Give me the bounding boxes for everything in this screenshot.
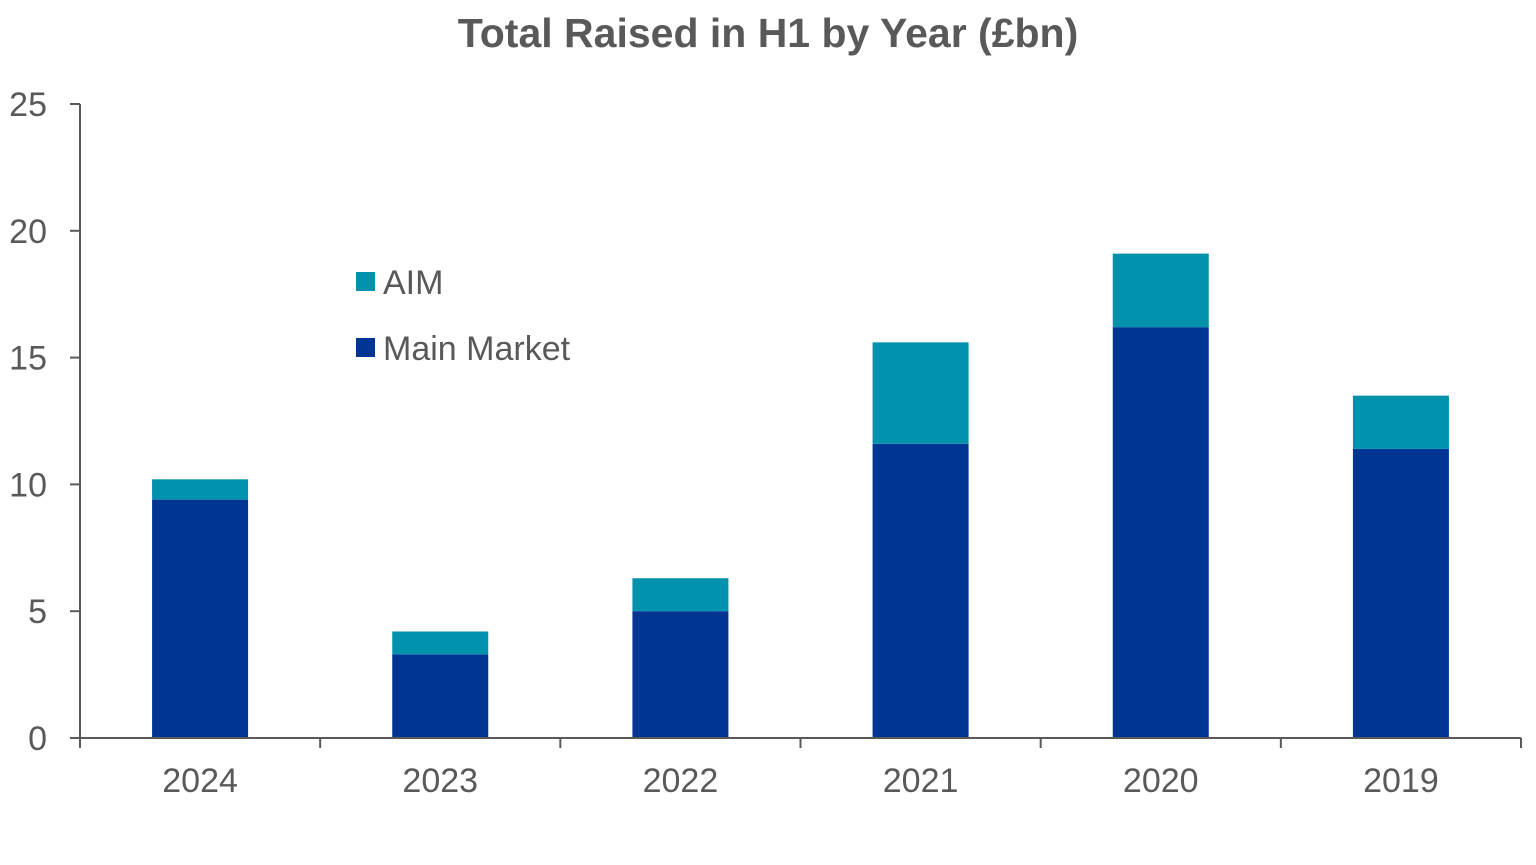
legend-swatch-main-market [356, 338, 375, 357]
bar-main-market-2023 [392, 654, 489, 738]
bar-main-market-2020 [1112, 327, 1209, 738]
bar-aim-2021 [872, 342, 969, 444]
bar-aim-2023 [392, 631, 489, 655]
legend-label-main-market: Main Market [383, 330, 571, 368]
x-tick-label-2020: 2020 [1123, 762, 1199, 800]
y-tick-label-15: 15 [9, 340, 47, 378]
x-tick-label-2022: 2022 [643, 762, 719, 800]
x-tick-label-2023: 2023 [402, 762, 478, 800]
bars-group [152, 253, 1449, 738]
bar-aim-2022 [632, 578, 729, 612]
y-tick-label-5: 5 [28, 593, 47, 631]
axes-group: 2024 2023 2022 2021 2020 2019 0 5 10 15 20 25 [9, 86, 1522, 800]
x-tick-label-2024: 2024 [162, 762, 238, 800]
legend: AIM Main Market [356, 264, 571, 368]
bar-aim-2020 [1112, 253, 1209, 328]
bar-main-market-2024 [152, 499, 249, 738]
y-tick-label-25: 25 [9, 86, 47, 124]
y-tick-label-20: 20 [9, 213, 47, 251]
chart-title: Total Raised in H1 by Year (£bn) [457, 10, 1079, 56]
bar-aim-2024 [152, 479, 249, 500]
y-tick-label-0: 0 [28, 720, 47, 758]
x-tick-label-2019: 2019 [1363, 762, 1439, 800]
legend-swatch-aim [356, 272, 375, 291]
x-tick-label-2021: 2021 [883, 762, 959, 800]
bar-aim-2019 [1352, 395, 1449, 449]
bar-main-market-2019 [1352, 448, 1449, 738]
legend-label-aim: AIM [383, 264, 443, 302]
bar-main-market-2022 [632, 611, 729, 738]
bar-main-market-2021 [872, 443, 969, 738]
y-tick-label-10: 10 [9, 466, 47, 504]
